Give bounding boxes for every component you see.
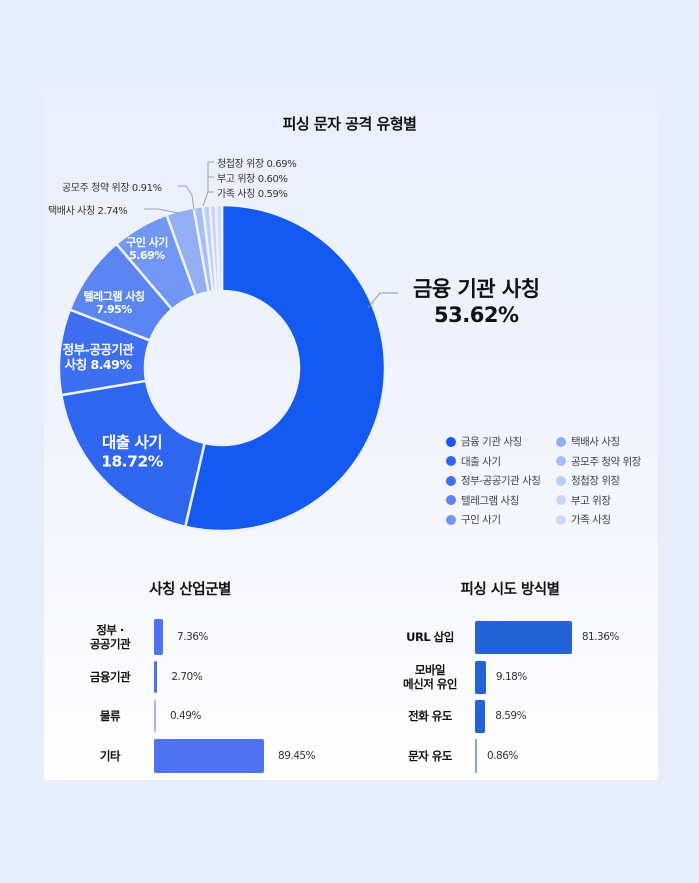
legend-label: 가족 사칭	[571, 514, 611, 527]
bar-category-label: 기타	[80, 749, 140, 763]
donut-segment	[60, 379, 206, 529]
callout-funeral: 부고 위장 0.60%	[217, 174, 288, 185]
segment-label-gov-line2: 사칭 8.49%	[64, 357, 132, 372]
bar	[154, 619, 164, 655]
segment-label-telegram-name: 텔레그램 사칭	[83, 289, 145, 303]
bar-value-label: 0.49%	[170, 710, 201, 722]
bar-value-label: 9.18%	[495, 671, 527, 683]
legend-item: 가족 사칭	[556, 510, 666, 530]
legend-label: 정부-공공기관 사칭	[461, 475, 541, 488]
legend-dot-icon	[556, 456, 566, 467]
legend-dot-icon	[446, 475, 456, 486]
legend-dot-icon	[556, 436, 566, 447]
bar-category-label-line: 정부 ·	[96, 623, 124, 637]
bar	[154, 739, 265, 773]
segment-label-gov-line1: 정부-공공기관	[62, 342, 134, 357]
legend-label: 구인 사기	[461, 514, 501, 527]
legend-dot-icon	[446, 436, 456, 447]
segment-label-finance-name: 금융 기관 사칭	[413, 277, 540, 301]
segment-label-finance-value: 53.62%	[434, 303, 519, 327]
segment-label-telegram-value: 7.95%	[96, 303, 132, 316]
segment-label-loan-value: 18.72%	[101, 452, 163, 470]
legend-dot-icon	[446, 456, 456, 467]
bar-category-label: 금융기관	[80, 670, 140, 684]
donut-chart-title: 피싱 문자 공격 유형별	[282, 115, 417, 133]
legend-item: 대출 사기	[446, 452, 556, 472]
callout-wedding: 청첩장 위장 0.69%	[217, 159, 297, 170]
callout-lines	[144, 161, 398, 309]
legend-label: 대출 사기	[461, 455, 501, 468]
bar-value-label: 2.70%	[171, 671, 203, 683]
legend-label: 공모주 청약 위장	[571, 455, 641, 468]
callout-ipo: 공모주 청약 위장 0.91%	[62, 183, 162, 194]
legend-label: 금융 기관 사칭	[461, 436, 522, 449]
bar	[154, 661, 158, 693]
bar-category-label-line: 메신저 유인	[403, 677, 457, 691]
legend-item: 택배사 사칭	[556, 432, 666, 452]
callout-delivery: 택배사 사칭 2.74%	[48, 206, 128, 217]
legend-label: 부고 위장	[571, 494, 611, 507]
method-chart-title: 피싱 시도 방식별	[460, 582, 560, 598]
bar-category-label: 물류	[80, 709, 140, 723]
bar-category-label: 전화 유도	[395, 709, 465, 723]
bar-value-label: 8.59%	[495, 710, 527, 722]
bar-category-label: URL 삽입	[395, 630, 465, 644]
bar-value-label: 0.86%	[487, 750, 518, 762]
legend-dot-icon	[556, 514, 566, 525]
bar	[475, 699, 486, 733]
legend-dot-icon	[556, 495, 566, 506]
segment-label-job-value: 5.69%	[129, 249, 165, 262]
bar	[475, 620, 572, 654]
legend-dot-icon	[446, 514, 456, 525]
bar-category-label-line: 금융기관	[89, 670, 131, 684]
segment-label-telegram: 텔레그램 사칭 7.95%	[83, 289, 145, 316]
bar	[154, 700, 156, 732]
bar-category-label-line: 공공기관	[89, 637, 131, 651]
donut-legend: 금융 기관 사칭 대출 사기 정부-공공기관 사칭 텔레그램 사칭 구인 사기 …	[446, 432, 666, 530]
bar-value-label: 7.36%	[177, 631, 208, 643]
donut-segment	[214, 203, 224, 293]
bar	[475, 660, 486, 694]
bar	[475, 739, 477, 773]
legend-item: 금융 기관 사칭	[446, 432, 556, 452]
bar-category-label: 모바일 메신저 유인	[395, 663, 465, 691]
bar-category-label-line: 문자 유도	[408, 749, 452, 763]
bar-category-label-line: 모바일	[414, 663, 446, 677]
callout-family: 가족 사칭 0.59%	[217, 189, 288, 200]
bar-category-label-line: 물류	[99, 709, 121, 723]
legend-item: 부고 위장	[556, 491, 666, 511]
legend-item: 구인 사기	[446, 510, 556, 530]
legend-item: 텔레그램 사칭	[446, 491, 556, 511]
segment-label-gov: 정부-공공기관 사칭 8.49%	[63, 342, 134, 372]
bar-category-label: 정부 · 공공기관	[80, 623, 140, 651]
bar-category-label-line: URL 삽입	[406, 630, 454, 644]
legend-dot-icon	[556, 475, 566, 486]
legend-item: 공모주 청약 위장	[556, 452, 666, 472]
legend-label: 택배사 사칭	[571, 436, 620, 449]
legend-label: 텔레그램 사칭	[461, 494, 519, 507]
bar-category-label-line: 전화 유도	[408, 709, 452, 723]
industry-chart-title: 사칭 산업군별	[149, 582, 231, 598]
legend-item: 정부-공공기관 사칭	[446, 471, 556, 491]
donut-segments	[57, 203, 387, 533]
legend-dot-icon	[446, 495, 456, 506]
bar-category-label-line: 기타	[99, 749, 121, 763]
bar-value-label: 81.36%	[581, 631, 620, 643]
segment-label-loan: 대출 사기 18.72%	[101, 433, 163, 470]
segment-label-finance: 금융 기관 사칭 53.62%	[413, 276, 540, 328]
legend-label: 청첩장 위장	[571, 475, 620, 488]
legend-item: 청첩장 위장	[556, 471, 666, 491]
segment-label-job-name: 구인 사기	[126, 235, 168, 249]
segment-label-job: 구인 사기 5.69%	[126, 236, 168, 262]
bar-category-label: 문자 유도	[395, 749, 465, 763]
donut-segment	[183, 203, 387, 533]
bar-value-label: 89.45%	[278, 750, 316, 762]
segment-label-loan-name: 대출 사기	[102, 433, 162, 452]
